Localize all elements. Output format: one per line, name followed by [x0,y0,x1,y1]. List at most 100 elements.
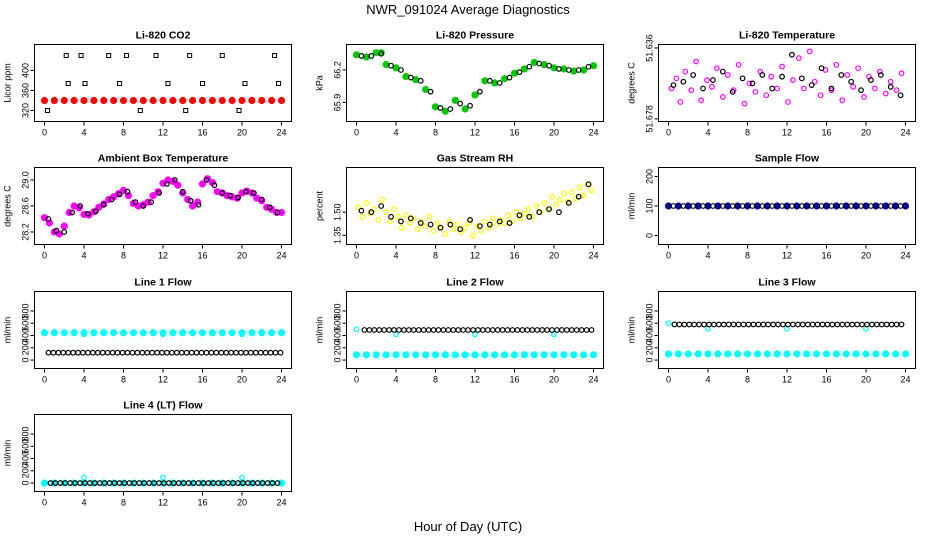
data-point [883,321,890,328]
data-point [824,321,831,328]
data-point [398,218,404,225]
data-point [233,349,239,356]
x-tick-label: 16 [197,498,207,508]
data-point [704,350,712,358]
data-point [55,349,62,356]
y-tick-label: 1.35 [333,227,343,245]
data-point [898,321,905,328]
y-tick-label: 28.6 [21,197,31,215]
data-point [238,349,244,356]
data-point [388,213,394,220]
data-point [760,321,767,328]
data-point [696,321,703,328]
x-tick-label: 0 [42,375,47,385]
panel-6: Line 1 Flow ml/min 0 4 8 12 16 20 24 0 20040060080… [3,277,292,385]
panel-1: Li-820 Pressure kPa 0 4 8 12 16 20 24 65.9 66.2 [315,30,604,138]
plot-frame [658,44,916,122]
data-point [550,351,558,359]
data-point [387,218,393,225]
data-point [529,213,536,220]
series [352,49,598,115]
data-point [440,327,447,333]
data-point [361,327,368,333]
data-point [228,349,235,356]
data-point [854,321,861,328]
data-point [559,327,565,333]
data-point [681,321,688,328]
data-point [817,92,824,99]
y-tick-label: 200 [21,340,31,355]
data-point [402,351,410,359]
data-point [401,327,407,333]
data-point [739,75,746,82]
data-point [862,350,870,358]
data-point [455,327,462,333]
x-tick-label: 8 [121,498,126,508]
data-point [491,79,499,87]
data-point [90,96,98,105]
data-point [461,105,469,113]
y-tick-label: 360 [21,83,31,98]
data-point [719,68,726,75]
data-point [698,97,704,104]
x-tick-label: 4 [393,251,398,261]
data-point [794,321,801,328]
data-point [887,83,894,90]
data-point [392,64,400,72]
data-point [462,224,469,231]
data-point [430,327,437,333]
data-point [454,221,461,228]
y-tick-label: 400 [21,451,31,466]
series [45,349,284,356]
data-point [763,350,771,358]
data-point [481,77,489,85]
data-point [119,349,126,356]
data-point [45,216,52,222]
x-tick-label: 8 [745,128,750,138]
data-point [789,51,795,58]
data-point [509,218,516,225]
data-point [576,184,583,191]
data-point [235,194,241,201]
data-point [211,182,218,189]
data-point [902,203,909,209]
panel-title: Line 2 Flow [446,277,504,289]
data-point [775,321,782,328]
data-point [178,349,185,356]
data-point [892,350,900,358]
data-point [198,349,205,356]
data-point [496,218,503,225]
y-tick-label: 400 [645,328,655,343]
data-point [208,349,215,356]
y-tick-label: 29.0 [21,171,31,189]
data-point [773,350,781,358]
data-point [149,349,156,356]
data-point [720,321,727,328]
data-point [822,350,831,358]
data-point [855,65,861,72]
data-point [674,350,682,358]
data-point [378,203,385,209]
series [45,177,281,235]
series [358,181,592,233]
y-tick-label: 320 [21,103,31,118]
x-tick-label: 4 [81,498,86,508]
x-tick-label: 4 [81,375,86,385]
data-point [198,329,207,337]
x-tick-label: 4 [393,128,398,138]
data-point [70,329,78,337]
series [668,48,905,107]
series [670,51,904,99]
y-tick-label: 200 [645,169,655,184]
x-tick-label: 24 [900,128,910,138]
data-point [460,327,467,333]
data-point [106,53,112,58]
data-point [580,192,587,199]
data-point [686,321,693,328]
data-point [859,321,865,328]
data-point [277,329,286,337]
x-tick-label: 4 [705,128,710,138]
data-point [379,196,386,203]
y-axis-label: ml/min [3,317,13,344]
data-point [187,53,193,58]
